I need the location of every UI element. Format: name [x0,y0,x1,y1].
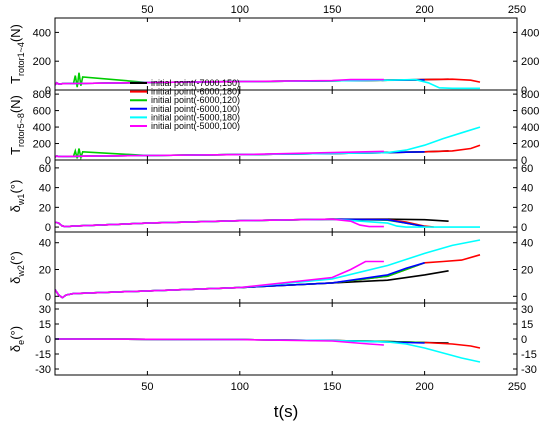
legend-label: initial point(-6000,120) [151,95,240,105]
y-tick-label-left: 40 [39,238,51,250]
y-tick-label-right: -15 [521,349,537,361]
series-line-6 [55,78,384,86]
y-axis-label-unit: (°) [8,180,23,194]
y-tick-label-left: 200 [33,56,51,68]
y-tick-label-left: 30 [39,304,51,316]
legend-label: initial point(-5000,100) [151,121,240,131]
y-tick-label-right: 30 [521,304,533,316]
legend-label: initial point(-6000,100) [151,104,240,114]
y-tick-label-right: 400 [521,27,539,39]
y-tick-label-right: 200 [521,56,539,68]
series-line-6 [55,260,384,299]
y-tick-label-right: 0 [521,222,527,234]
x-tick-label-bottom: 200 [415,381,433,393]
y-axis-label: Trotor5~8(N) [8,95,26,155]
y-axis-label-main: T [8,147,23,155]
y-axis-label-unit: (°) [8,251,23,265]
y-tick-label-right: 800 [521,89,539,101]
x-tick-label-bottom: 50 [141,381,153,393]
legend: initial point(-7000,150)initial point(-6… [130,78,240,131]
y-tick-label-left: 0 [45,222,51,234]
y-tick-label-left: 200 [33,139,51,151]
y-axis-label: δw2(°) [8,251,26,284]
x-tick-label-top: 100 [231,4,249,16]
y-tick-label-right: 60 [521,163,533,175]
y-tick-label-right: 15 [521,319,533,331]
y-tick-label-left: 0 [45,291,51,303]
y-tick-label-left: -15 [35,349,51,361]
x-tick-label-top: 200 [415,4,433,16]
y-tick-label-right: 20 [521,265,533,277]
y-axis-label-sub: w2 [16,265,26,278]
panel-1: 0 0 200 200 400 400 Trotor1~4(N) [8,17,539,97]
y-tick-label-right: 20 [521,202,533,214]
y-axis-label: δw1(°) [8,180,26,213]
y-axis-label-main: δ [8,345,23,352]
series-line-6 [55,338,384,346]
x-tick-label-top: 50 [141,4,153,16]
legend-label: initial point(-7000,150) [151,78,240,88]
y-axis-label-sub: rotor1~4 [16,42,26,76]
x-tick-label-bottom: 150 [323,381,341,393]
panel-3: 0 0 20 20 40 40 60 60 δw1(°) [8,159,533,234]
series-line-6 [55,150,384,158]
y-axis-label-main: T [8,76,23,84]
y-tick-label-right: -30 [521,364,537,376]
y-tick-label-left: 60 [39,163,51,175]
y-tick-label-left: 15 [39,319,51,331]
series-line-5 [55,239,481,299]
y-axis-label-sub: rotor5~8 [16,113,26,147]
x-tick-label-bottom: 250 [508,381,526,393]
y-axis-label-unit: (°) [8,326,23,340]
y-tick-label-right: 40 [521,183,533,195]
legend-label: initial point(-5000,180) [151,112,240,122]
y-tick-label-left: 0 [45,155,51,167]
y-tick-label-left: 0 [45,85,51,97]
legend-label: initial point(-6000,180) [151,87,240,97]
y-tick-label-left: 800 [33,89,51,101]
y-tick-label-left: 600 [33,106,51,118]
y-tick-label-left: 20 [39,202,51,214]
y-axis-label-sub: w1 [16,194,26,207]
panel-5: -30 -30 -15 -15 0 0 15 15 30 30 δe(°) [8,302,537,376]
y-axis-label-unit: (N) [8,24,23,42]
y-tick-label-left: 0 [45,334,51,346]
x-tick-label-top: 250 [508,4,526,16]
x-tick-label-top: 150 [323,4,341,16]
y-axis-label: δe(°) [8,326,26,352]
x-tick-label-bottom: 100 [231,381,249,393]
y-tick-label-right: 0 [521,85,527,97]
y-tick-label-left: 40 [39,183,51,195]
y-axis-label-main: δ [8,277,23,284]
y-tick-label-right: 600 [521,106,539,118]
y-tick-label-right: 0 [521,334,527,346]
y-tick-label-left: 400 [33,27,51,39]
panel-4: 0 0 20 20 40 40 δw2(°) [8,231,533,304]
y-tick-label-right: 0 [521,291,527,303]
panel-2: 0 0 200 200 400 400 600 600 800 800 Trotor5~8(N) [8,89,539,167]
y-axis-label-sub: e [16,340,26,345]
y-tick-label-right: 40 [521,238,533,250]
x-axis-label: t(s) [274,402,299,421]
y-tick-label-left: -30 [35,364,51,376]
y-tick-label-left: 20 [39,265,51,277]
y-tick-label-right: 400 [521,122,539,134]
y-axis-label: Trotor1~4(N) [8,24,26,84]
panel-frame [54,89,518,161]
y-axis-label-main: δ [8,205,23,212]
y-tick-label-right: 200 [521,139,539,151]
y-tick-label-left: 400 [33,122,51,134]
y-axis-label-unit: (N) [8,95,23,113]
y-tick-label-right: 0 [521,155,527,167]
series-line-6 [55,218,384,228]
